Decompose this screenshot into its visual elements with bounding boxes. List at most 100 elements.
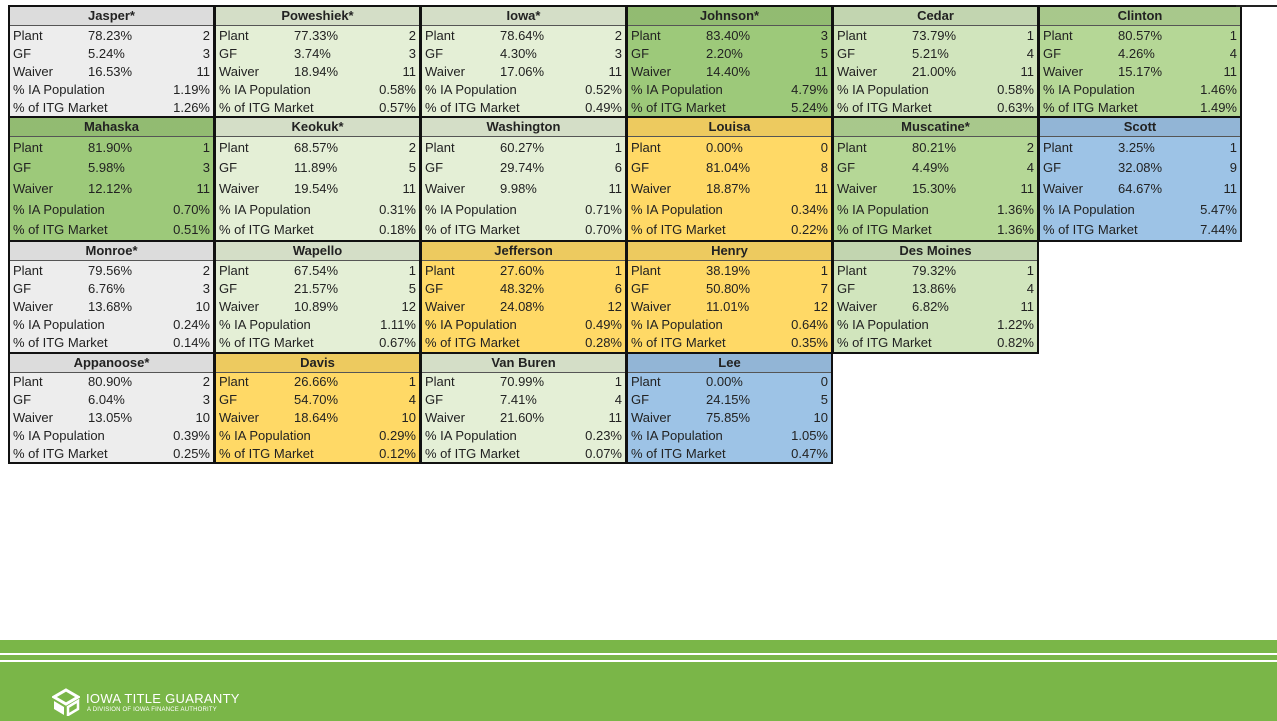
stat-rank: 10 — [195, 299, 210, 314]
stat-label: % IA Population — [13, 317, 105, 333]
stat-row: % of ITG Market 0.82% — [834, 334, 1037, 352]
stat-row: Waiver 18.94% 11 — [216, 62, 419, 80]
stat-value: 0.71% — [585, 201, 622, 217]
stat-value: 1.49% — [1200, 99, 1237, 115]
county-name: Lee — [628, 354, 831, 373]
county-card: Jasper* Plant 78.23% 2 GF 5.24% 3 Waiver 16.53% 1… — [8, 5, 215, 118]
stat-label: Waiver — [425, 63, 465, 79]
stat-value: 0.35% — [791, 335, 828, 351]
county-card: Poweshiek* Plant 77.33% 2 GF 3.74% 3 Waiver 18.9… — [214, 5, 421, 118]
stat-row: % of ITG Market 0.18% — [216, 219, 419, 240]
stat-rank: 1 — [614, 374, 622, 390]
stat-rank: 10 — [813, 409, 828, 425]
stat-value: 17.06% — [500, 63, 545, 79]
stat-rank: 12 — [607, 299, 622, 314]
stat-label: GF — [425, 392, 444, 408]
stat-row: Waiver 13.68% 10 — [10, 297, 213, 315]
stat-label: GF — [219, 392, 238, 408]
stat-row: Waiver 24.08% 12 — [422, 297, 625, 315]
stat-value: 4.26% — [1118, 45, 1155, 61]
county-name: Van Buren — [422, 354, 625, 373]
stat-value: 0.67% — [379, 335, 416, 351]
stat-label: % IA Population — [631, 317, 723, 333]
stat-value: 0.29% — [379, 427, 416, 443]
stat-row: % IA Population 1.46% — [1040, 80, 1240, 98]
stat-row: % IA Population 4.79% — [628, 80, 831, 98]
stat-row: GF 7.41% 4 — [422, 391, 625, 409]
stat-value: 21.60% — [500, 409, 545, 425]
stat-row: Waiver 13.05% 10 — [10, 409, 213, 427]
stat-row: Plant 60.27% 1 — [422, 137, 625, 158]
stat-row: Plant 78.64% 2 — [422, 26, 625, 44]
stat-label: GF — [13, 45, 32, 61]
stat-label: Plant — [219, 27, 249, 43]
stat-row: % IA Population 1.11% — [216, 316, 419, 334]
county-card: Louisa Plant 0.00% 0 GF 81.04% 8 Waiver 18.87% 11… — [626, 116, 833, 242]
stat-row: % of ITG Market 1.49% — [1040, 98, 1240, 116]
stat-value: 6.82% — [912, 299, 949, 314]
stat-value: 0.31% — [379, 201, 416, 217]
stat-label: % IA Population — [219, 81, 311, 97]
stat-label: % of ITG Market — [1043, 99, 1138, 115]
stat-rank: 7 — [820, 280, 828, 296]
county-card: Lee Plant 0.00% 0 GF 24.15% 5 Waiver 75.85% 10% I… — [626, 352, 833, 464]
stat-value: 0.23% — [585, 427, 622, 443]
stat-value: 15.17% — [1118, 63, 1163, 79]
stat-label: % of ITG Market — [631, 335, 726, 351]
stat-rank: 1 — [614, 139, 622, 155]
stat-row: % of ITG Market 0.25% — [10, 444, 213, 462]
stat-label: % of ITG Market — [13, 99, 108, 115]
stat-rank: 1 — [614, 262, 622, 278]
stat-value: 0.18% — [379, 222, 416, 238]
stat-label: Plant — [837, 139, 867, 155]
stat-value: 0.57% — [379, 99, 416, 115]
stat-row: Waiver 21.60% 11 — [422, 409, 625, 427]
footer-title: IOWA TITLE GUARANTY — [86, 691, 240, 706]
stat-rank: 5 — [820, 45, 828, 61]
stat-value: 0.49% — [585, 317, 622, 333]
stat-label: Plant — [631, 262, 661, 278]
stat-rank: 1 — [820, 262, 828, 278]
stat-label: Plant — [13, 262, 43, 278]
stat-value: 0.24% — [173, 317, 210, 333]
stat-value: 73.79% — [912, 27, 957, 43]
stat-value: 80.57% — [1118, 27, 1163, 43]
stat-label: % IA Population — [13, 427, 105, 443]
stat-rank: 3 — [820, 27, 828, 43]
stat-row: GF 5.24% 3 — [10, 44, 213, 62]
stat-label: Waiver — [219, 63, 259, 79]
stat-label: % IA Population — [631, 81, 723, 97]
stat-rank: 11 — [1223, 63, 1238, 79]
stat-label: GF — [1043, 160, 1062, 176]
stat-rank: 1 — [408, 262, 416, 278]
county-name: Des Moines — [834, 242, 1037, 261]
stat-value: 0.22% — [791, 222, 828, 238]
stat-value: 70.99% — [500, 374, 545, 390]
stat-label: Plant — [1043, 27, 1073, 43]
stat-value: 81.90% — [88, 139, 133, 155]
stat-row: Plant 70.99% 1 — [422, 373, 625, 391]
stat-value: 79.32% — [912, 262, 957, 278]
stat-value: 11.89% — [294, 160, 338, 176]
county-name: Jefferson — [422, 242, 625, 261]
stat-row: Waiver 6.82% 11 — [834, 297, 1037, 315]
stat-label: % IA Population — [1043, 81, 1135, 97]
stat-value: 0.51% — [173, 222, 210, 238]
stat-label: GF — [13, 392, 32, 408]
stat-row: % IA Population 1.22% — [834, 316, 1037, 334]
stat-value: 67.54% — [294, 262, 339, 278]
stat-row: GF 48.32% 6 — [422, 279, 625, 297]
stat-row: % IA Population 0.58% — [834, 80, 1037, 98]
stat-row: GF 3.74% 3 — [216, 44, 419, 62]
county-name: Louisa — [628, 118, 831, 137]
stat-row: % IA Population 0.24% — [10, 316, 213, 334]
stat-row: % of ITG Market 0.49% — [422, 98, 625, 116]
stat-row: GF 6.76% 3 — [10, 279, 213, 297]
stat-value: 0.82% — [997, 335, 1034, 351]
stat-rank: 11 — [814, 63, 829, 79]
stat-value: 1.19% — [173, 81, 210, 97]
stat-rank: 1 — [1229, 27, 1237, 43]
stat-value: 13.68% — [88, 299, 133, 314]
stat-rank: 9 — [1229, 160, 1237, 176]
stat-label: % of ITG Market — [631, 445, 726, 461]
